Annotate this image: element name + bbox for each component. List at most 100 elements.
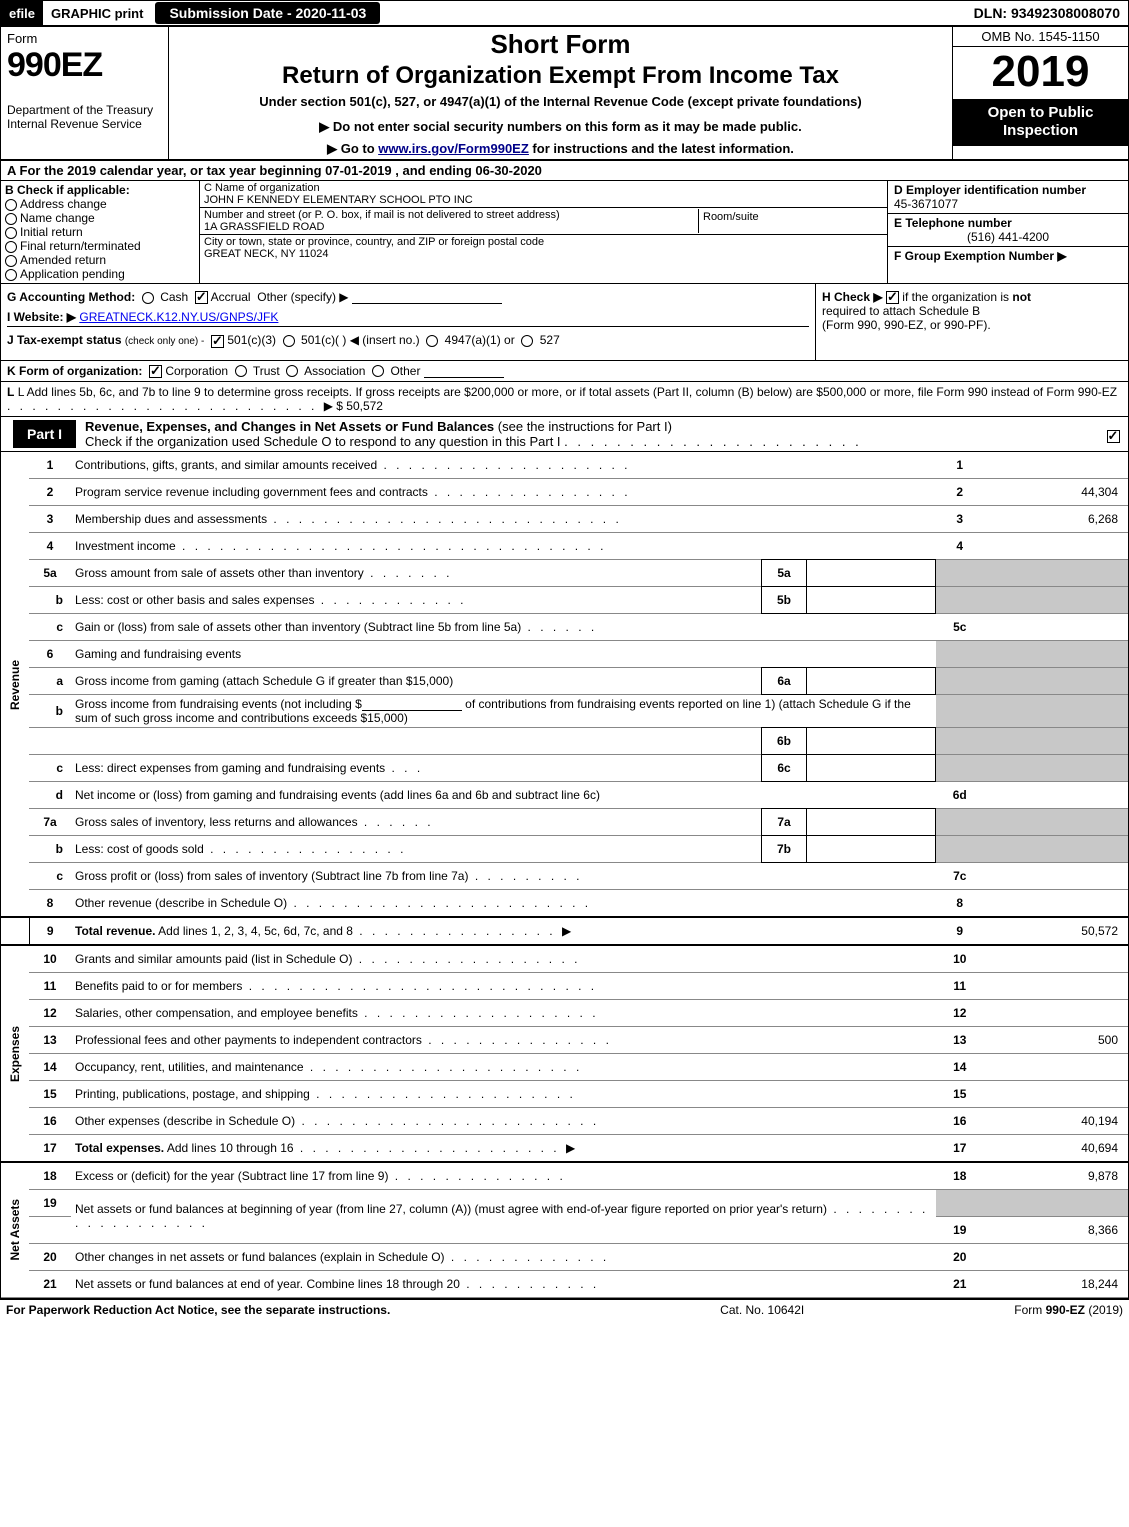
schedule-o-checkbox[interactable] — [1107, 430, 1120, 443]
line-16-desc: Other expenses (describe in Schedule O) … — [71, 1107, 936, 1134]
graphic-print-button[interactable]: GRAPHIC print — [43, 1, 151, 25]
org-name-value: JOHN F KENNEDY ELEMENTARY SCHOOL PTO INC — [204, 194, 883, 206]
short-form-title: Short Form — [179, 29, 942, 60]
opt-amended-return[interactable]: Amended return — [5, 253, 195, 267]
paperwork-notice: For Paperwork Reduction Act Notice, see … — [6, 1303, 510, 1317]
entity-info-block: B Check if applicable: Address change Na… — [1, 181, 1128, 284]
website-link[interactable]: GREATNECK.K12.NY.US/GNPS/JFK — [79, 310, 278, 324]
expenses-side-label: Expenses — [1, 945, 29, 1162]
line-12-desc: Salaries, other compensation, and employ… — [71, 999, 936, 1026]
city-value: GREAT NECK, NY 11024 — [204, 248, 883, 260]
page-footer: For Paperwork Reduction Act Notice, see … — [0, 1299, 1129, 1320]
form-organization-line: K Form of organization: Corporation Trus… — [1, 361, 1128, 382]
association-radio[interactable] — [286, 365, 298, 377]
opt-final-return[interactable]: Final return/terminated — [5, 239, 195, 253]
line-21-value: 18,244 — [984, 1270, 1128, 1297]
accounting-method-line: G Accounting Method: Cash Accrual Other … — [7, 290, 809, 304]
cash-radio[interactable] — [142, 292, 154, 304]
dept-treasury: Department of the Treasury — [7, 103, 153, 117]
501c3-checkbox[interactable] — [211, 335, 224, 348]
form-title-block: Short Form Return of Organization Exempt… — [169, 27, 952, 159]
phone-value: (516) 441-4200 — [894, 230, 1122, 244]
line-6c-desc: Less: direct expenses from gaming and fu… — [71, 754, 762, 781]
line-16-value: 40,194 — [984, 1107, 1128, 1134]
form-header: Form 990EZ Department of the Treasury In… — [1, 27, 1128, 161]
line-19-desc: Net assets or fund balances at beginning… — [71, 1189, 936, 1243]
line-4-desc: Investment income . . . . . . . . . . . … — [71, 532, 936, 559]
efile-button[interactable]: efile — [1, 1, 43, 25]
line-15-value — [984, 1080, 1128, 1107]
schedule-b-block: H Check ▶ if the organization is not req… — [816, 284, 1128, 360]
schedule-b-checkbox[interactable] — [886, 291, 899, 304]
line-21-desc: Net assets or fund balances at end of ye… — [71, 1270, 936, 1297]
line-11-value — [984, 972, 1128, 999]
check-applicable-box: B Check if applicable: Address change Na… — [1, 181, 200, 283]
line-7b-desc: Less: cost of goods sold . . . . . . . .… — [71, 835, 762, 862]
corporation-checkbox[interactable] — [149, 365, 162, 378]
group-exemption-label: F Group Exemption Number ▶ — [894, 249, 1067, 263]
ein-value: 45-3671077 — [894, 197, 958, 211]
line-17-value: 40,694 — [984, 1134, 1128, 1162]
submission-date-button[interactable]: Submission Date - 2020-11-03 — [155, 2, 380, 24]
501c-radio[interactable] — [283, 335, 295, 347]
line-7c-value — [984, 862, 1128, 889]
ssn-warning: ▶ Do not enter social security numbers o… — [179, 119, 942, 135]
line-5c-desc: Gain or (loss) from sale of assets other… — [71, 613, 936, 640]
street-label: Number and street (or P. O. box, if mail… — [204, 209, 698, 221]
city-label: City or town, state or province, country… — [204, 236, 883, 248]
line-6a-desc: Gross income from gaming (attach Schedul… — [71, 667, 762, 694]
line-15-desc: Printing, publications, postage, and shi… — [71, 1080, 936, 1107]
part-i-badge: Part I — [13, 419, 77, 449]
line-14-value — [984, 1053, 1128, 1080]
line-9-desc: Total revenue. Add lines 1, 2, 3, 4, 5c,… — [71, 917, 936, 945]
form-990ez: efile GRAPHIC print Submission Date - 20… — [0, 0, 1129, 1299]
line-5b-value — [807, 586, 936, 613]
line-5a-desc: Gross amount from sale of assets other t… — [71, 559, 762, 586]
omb-number: OMB No. 1545-1150 — [953, 27, 1128, 47]
financial-table: Revenue 1 Contributions, gifts, grants, … — [1, 452, 1128, 1298]
line-10-value — [984, 945, 1128, 973]
cat-number: Cat. No. 10642I — [510, 1303, 1014, 1317]
header-right-block: OMB No. 1545-1150 2019 Open to Public In… — [952, 27, 1128, 159]
line-5a-value — [807, 559, 936, 586]
opt-address-change[interactable]: Address change — [5, 197, 195, 211]
org-name-address-block: C Name of organization JOHN F KENNEDY EL… — [200, 181, 888, 283]
gh-block: G Accounting Method: Cash Accrual Other … — [1, 284, 1128, 361]
form-number: 990EZ — [7, 46, 162, 85]
other-specify-field[interactable] — [352, 290, 502, 304]
section-b-header: B Check if applicable: — [5, 183, 195, 197]
ein-label: D Employer identification number — [894, 183, 1086, 197]
line-12-value — [984, 999, 1128, 1026]
netassets-side-label: Net Assets — [1, 1162, 29, 1298]
line-4-value — [984, 532, 1128, 559]
opt-initial-return[interactable]: Initial return — [5, 225, 195, 239]
line-7c-desc: Gross profit or (loss) from sales of inv… — [71, 862, 936, 889]
line-6d-desc: Net income or (loss) from gaming and fun… — [71, 781, 936, 808]
website-line: I Website: ▶ GREATNECK.K12.NY.US/GNPS/JF… — [7, 310, 809, 327]
4947-radio[interactable] — [426, 335, 438, 347]
line-6-desc: Gaming and fundraising events — [71, 640, 936, 667]
tax-exempt-status-line: J Tax-exempt status (check only one) - 5… — [7, 333, 809, 347]
org-name-label: C Name of organization — [204, 182, 883, 194]
line-6b-desc: Gross income from fundraising events (no… — [71, 694, 936, 727]
line-6a-value — [807, 667, 936, 694]
form-ref: Form 990-EZ (2019) — [1014, 1303, 1123, 1317]
return-title: Return of Organization Exempt From Incom… — [179, 62, 942, 90]
irs-instructions-link[interactable]: www.irs.gov/Form990EZ — [378, 141, 529, 156]
opt-name-change[interactable]: Name change — [5, 211, 195, 225]
part-i-header: Part I Revenue, Expenses, and Changes in… — [1, 417, 1128, 452]
accounting-website-block: G Accounting Method: Cash Accrual Other … — [1, 284, 816, 360]
trust-radio[interactable] — [235, 365, 247, 377]
street-value: 1A GRASSFIELD ROAD — [204, 221, 698, 233]
ein-phone-block: D Employer identification number 45-3671… — [888, 181, 1128, 283]
527-radio[interactable] — [521, 335, 533, 347]
open-public-badge: Open to Public Inspection — [953, 100, 1128, 146]
top-bar: efile GRAPHIC print Submission Date - 20… — [1, 1, 1128, 27]
other-org-radio[interactable] — [372, 365, 384, 377]
line-8-desc: Other revenue (describe in Schedule O) .… — [71, 889, 936, 917]
accrual-checkbox[interactable] — [195, 291, 208, 304]
line-5b-desc: Less: cost or other basis and sales expe… — [71, 586, 762, 613]
line-5c-value — [984, 613, 1128, 640]
line-2-value: 44,304 — [984, 478, 1128, 505]
opt-application-pending[interactable]: Application pending — [5, 267, 195, 281]
